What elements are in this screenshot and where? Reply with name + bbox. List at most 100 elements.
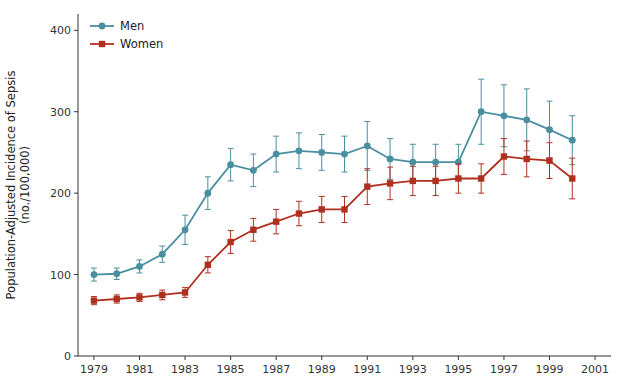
x-tick-label: 1981 bbox=[126, 363, 154, 376]
error-bar bbox=[205, 257, 211, 273]
error-bar bbox=[569, 116, 575, 165]
chart: 0100200300400197919811983198519871989199… bbox=[0, 0, 629, 390]
error-bar bbox=[228, 148, 234, 181]
x-tick-label: 1995 bbox=[444, 363, 472, 376]
y-tick bbox=[74, 111, 78, 112]
marker bbox=[319, 206, 325, 212]
x-tick-label: 1983 bbox=[171, 363, 199, 376]
marker bbox=[296, 147, 303, 154]
marker bbox=[136, 294, 142, 300]
x-tick bbox=[93, 356, 94, 360]
legend: MenWomen bbox=[90, 19, 163, 51]
x-tick-label: 1987 bbox=[262, 363, 290, 376]
error-bar bbox=[296, 201, 302, 225]
marker bbox=[113, 270, 120, 277]
x-tick bbox=[139, 356, 140, 360]
error-bar bbox=[319, 196, 325, 222]
legend-marker bbox=[99, 23, 106, 30]
y-tick bbox=[74, 30, 78, 31]
marker bbox=[318, 149, 325, 156]
marker bbox=[204, 190, 211, 197]
error-bar bbox=[250, 218, 256, 241]
marker bbox=[364, 183, 370, 189]
x-axis-line bbox=[78, 356, 611, 357]
series bbox=[91, 79, 576, 281]
marker bbox=[91, 271, 98, 278]
x-tick-label: 2001 bbox=[581, 363, 609, 376]
axes: 0100200300400197919811983198519871989199… bbox=[50, 14, 611, 376]
x-tick bbox=[458, 356, 459, 360]
marker bbox=[205, 262, 211, 268]
marker bbox=[227, 239, 233, 245]
error-bar bbox=[524, 141, 530, 177]
x-tick-label: 1989 bbox=[308, 363, 336, 376]
error-bar bbox=[114, 268, 120, 279]
error-bar bbox=[91, 297, 97, 305]
marker bbox=[341, 151, 348, 158]
error-bar bbox=[342, 136, 348, 172]
error-bar bbox=[250, 154, 256, 187]
error-bar bbox=[410, 166, 416, 195]
marker bbox=[159, 292, 165, 298]
error-bar bbox=[433, 166, 439, 195]
x-tick bbox=[595, 356, 596, 360]
y-tick bbox=[74, 356, 78, 357]
error-bar bbox=[137, 293, 143, 301]
error-bar bbox=[478, 164, 484, 193]
x-tick-label: 1997 bbox=[490, 363, 518, 376]
x-tick-label: 1979 bbox=[80, 363, 108, 376]
error-bar bbox=[228, 231, 234, 254]
error-bar bbox=[114, 295, 120, 303]
error-bar bbox=[501, 85, 507, 147]
x-tick-label: 1991 bbox=[353, 363, 381, 376]
marker bbox=[182, 226, 189, 233]
marker bbox=[410, 178, 416, 184]
error-bar bbox=[182, 215, 188, 244]
marker bbox=[501, 153, 507, 159]
marker bbox=[478, 108, 485, 115]
error-bar bbox=[273, 209, 279, 233]
marker bbox=[569, 137, 576, 144]
error-bar bbox=[319, 135, 325, 171]
y-tick-label: 100 bbox=[50, 269, 71, 282]
marker bbox=[546, 157, 552, 163]
y-tick bbox=[74, 193, 78, 194]
error-bar bbox=[387, 167, 393, 200]
error-bar bbox=[455, 164, 461, 193]
error-bar bbox=[501, 139, 507, 175]
error-bar bbox=[364, 169, 370, 205]
x-tick-label: 1985 bbox=[217, 363, 245, 376]
x-tick-label: 1993 bbox=[399, 363, 427, 376]
series bbox=[91, 139, 576, 305]
marker bbox=[478, 175, 484, 181]
y-axis-line bbox=[78, 14, 79, 356]
y-axis-label: Population-Adjusted Incidence of Sepsis(… bbox=[4, 71, 32, 300]
y-tick-label: 400 bbox=[50, 24, 71, 37]
marker bbox=[432, 159, 439, 166]
plot-area bbox=[91, 79, 576, 305]
marker bbox=[250, 167, 257, 174]
marker bbox=[432, 178, 438, 184]
marker bbox=[387, 180, 393, 186]
marker bbox=[273, 218, 279, 224]
error-bar bbox=[478, 79, 484, 144]
marker bbox=[364, 143, 371, 150]
error-bar bbox=[364, 121, 370, 170]
error-bar bbox=[547, 143, 553, 179]
marker bbox=[569, 175, 575, 181]
x-tick bbox=[230, 356, 231, 360]
x-tick bbox=[367, 356, 368, 360]
marker bbox=[227, 161, 234, 168]
y-tick-label: 300 bbox=[50, 106, 71, 119]
marker bbox=[159, 251, 166, 258]
marker bbox=[387, 156, 394, 163]
error-bar bbox=[342, 196, 348, 222]
y-tick-label: 200 bbox=[50, 187, 71, 200]
marker bbox=[250, 227, 256, 233]
error-bar bbox=[137, 260, 143, 273]
x-tick bbox=[276, 356, 277, 360]
error-bar bbox=[569, 158, 575, 199]
marker bbox=[296, 210, 302, 216]
x-tick bbox=[321, 356, 322, 360]
marker bbox=[546, 126, 553, 133]
